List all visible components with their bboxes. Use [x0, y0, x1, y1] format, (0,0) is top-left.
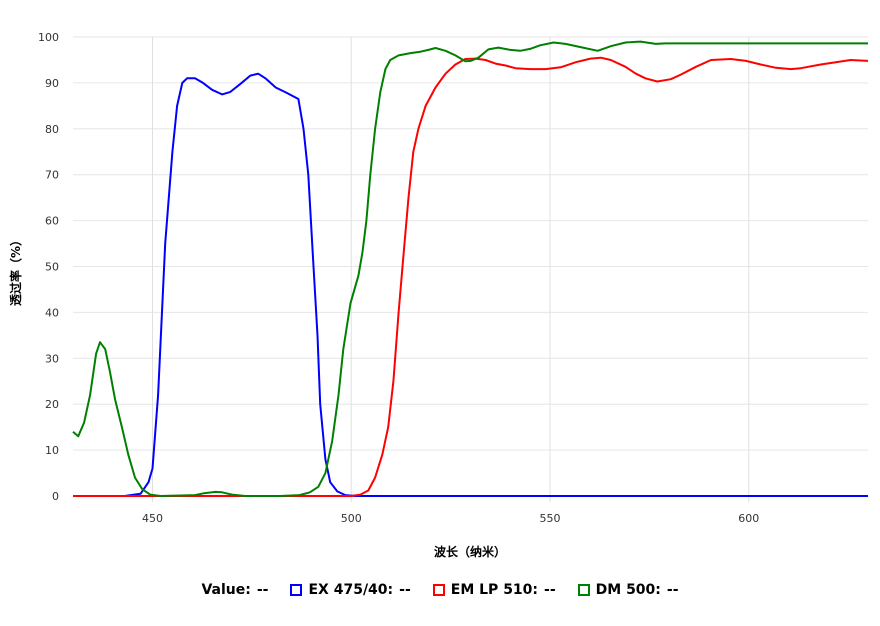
legend-swatch — [577, 584, 590, 596]
legend-value: Value: -- — [201, 582, 268, 598]
y-tick-label: 30 — [45, 352, 59, 365]
ticks: 0 10 20 30 40 50 60 70 80 90 100 450 500 550 600 — [38, 31, 759, 525]
legend-value-label: Value: — [201, 582, 251, 598]
x-tick-label: 500 — [341, 512, 362, 525]
y-axis-label: 透过率（%） — [8, 234, 23, 306]
y-tick-label: 90 — [45, 77, 59, 90]
x-tick-label: 550 — [540, 512, 561, 525]
y-tick-label: 100 — [38, 31, 59, 44]
legend-swatch — [432, 584, 445, 596]
y-tick-label: 70 — [45, 169, 59, 182]
y-tick-label: 20 — [45, 398, 59, 411]
series-line-2 — [72, 40, 868, 497]
series-lines — [72, 40, 869, 497]
legend-value-reading: -- — [256, 582, 269, 598]
series-line-1 — [73, 56, 869, 497]
grid — [73, 36, 868, 502]
series-line-0 — [73, 72, 868, 497]
y-tick-label: 40 — [45, 306, 59, 319]
x-tick-label: 450 — [142, 512, 163, 525]
legend-item-dm[interactable]: DM 500: -- — [577, 582, 679, 598]
legend-reading: -- — [666, 582, 679, 598]
y-tick-label: 80 — [45, 123, 59, 136]
x-tick-label: 600 — [738, 512, 759, 525]
legend-item-em[interactable]: EM LP 510: -- — [432, 582, 556, 598]
legend-reading: -- — [399, 582, 411, 598]
y-tick-label: 0 — [52, 490, 59, 503]
legend-label: DM 500: — [595, 582, 661, 598]
y-tick-label: 50 — [45, 261, 59, 274]
legend-label: EM LP 510: — [450, 582, 539, 598]
y-tick-label: 60 — [45, 215, 59, 228]
legend-reading: -- — [544, 582, 556, 598]
transmission-chart: 0 10 20 30 40 50 60 70 80 90 100 450 500 550 600 波长（纳米… — [8, 31, 869, 559]
legend: Value: -- EX 475/40: -- EM LP 510: -- DM… — [0, 582, 880, 598]
legend-swatch — [290, 584, 303, 596]
legend-label: EX 475/40: — [308, 582, 394, 598]
x-axis-label: 波长（纳米） — [434, 544, 506, 559]
legend-item-ex[interactable]: EX 475/40: -- — [290, 582, 411, 598]
y-tick-label: 10 — [45, 444, 59, 457]
